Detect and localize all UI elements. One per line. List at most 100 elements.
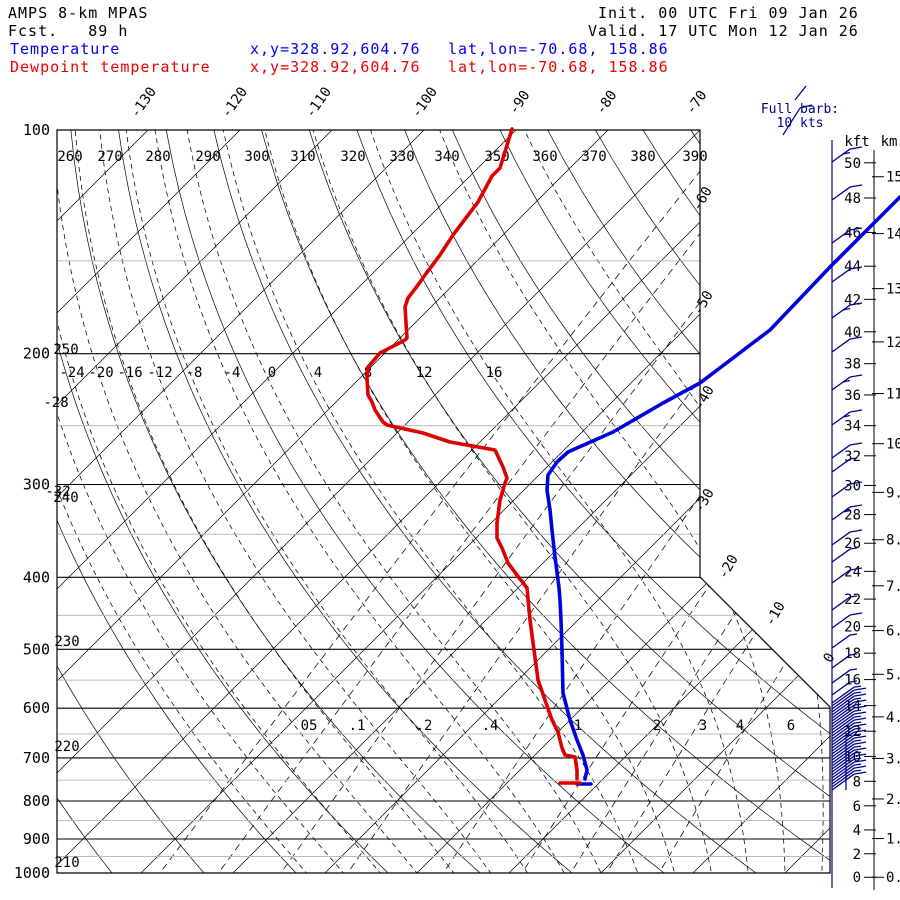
svg-text:44: 44 bbox=[844, 259, 861, 275]
svg-text:250: 250 bbox=[53, 342, 78, 358]
svg-text:300: 300 bbox=[23, 476, 50, 494]
svg-text:-100: -100 bbox=[409, 84, 441, 121]
svg-text:390: 390 bbox=[682, 149, 707, 165]
svg-text:36: 36 bbox=[844, 388, 861, 404]
svg-text:4: 4 bbox=[853, 823, 861, 839]
svg-text:280: 280 bbox=[145, 149, 170, 165]
svg-text:12: 12 bbox=[416, 365, 433, 381]
svg-text:290: 290 bbox=[195, 149, 220, 165]
svg-text:4: 4 bbox=[736, 718, 744, 734]
svg-text:-32: -32 bbox=[45, 484, 70, 500]
model-title: AMPS 8-km MPAS bbox=[8, 4, 149, 22]
moist-adiabat-lines bbox=[57, 130, 824, 873]
svg-text:-120: -120 bbox=[219, 84, 251, 121]
svg-text:270: 270 bbox=[97, 149, 122, 165]
svg-text:-70: -70 bbox=[683, 88, 711, 118]
svg-text:9.: 9. bbox=[886, 485, 900, 501]
svg-text:1: 1 bbox=[574, 718, 582, 734]
mixing-ratio-lines bbox=[147, 130, 830, 873]
svg-text:10.: 10. bbox=[886, 437, 900, 453]
valid-time: Valid. 17 UTC Mon 12 Jan 26 bbox=[588, 22, 859, 40]
svg-text:-20: -20 bbox=[715, 552, 742, 582]
svg-text:-60: -60 bbox=[689, 184, 716, 214]
svg-text:32: 32 bbox=[844, 449, 861, 465]
svg-text:6: 6 bbox=[853, 799, 861, 815]
svg-text:360: 360 bbox=[532, 149, 557, 165]
svg-text:38: 38 bbox=[844, 357, 861, 373]
svg-text:26: 26 bbox=[844, 536, 861, 552]
dewpoint-legend-label: Dewpoint temperature bbox=[10, 58, 211, 76]
svg-text:260: 260 bbox=[57, 149, 82, 165]
init-time: Init. 00 UTC Fri 09 Jan 26 bbox=[598, 4, 859, 22]
barb-legend: Full barb:10 kts bbox=[761, 85, 839, 136]
wind-barbs bbox=[831, 140, 867, 888]
svg-text:kft: kft bbox=[844, 134, 869, 150]
svg-text:210: 210 bbox=[54, 855, 79, 871]
svg-text:320: 320 bbox=[340, 149, 365, 165]
svg-text:400: 400 bbox=[23, 568, 50, 586]
svg-text:15.: 15. bbox=[886, 170, 900, 186]
temperature-legend-xy: x,y=328.92,604.76 bbox=[250, 40, 421, 58]
svg-text:3.: 3. bbox=[886, 751, 900, 767]
svg-text:340: 340 bbox=[434, 149, 459, 165]
svg-text:1000: 1000 bbox=[14, 864, 50, 882]
svg-text:-16: -16 bbox=[117, 365, 142, 381]
svg-text:8.: 8. bbox=[886, 533, 900, 549]
svg-text:20: 20 bbox=[844, 619, 861, 635]
svg-text:-90: -90 bbox=[506, 88, 534, 118]
svg-text:0.: 0. bbox=[886, 870, 900, 886]
svg-text:6: 6 bbox=[787, 718, 795, 734]
svg-text:-24: -24 bbox=[59, 365, 84, 381]
svg-text:300: 300 bbox=[244, 149, 269, 165]
svg-text:310: 310 bbox=[290, 149, 315, 165]
svg-text:km: km bbox=[881, 134, 898, 150]
dewpoint-trace bbox=[365, 127, 582, 785]
svg-text:100: 100 bbox=[23, 121, 50, 139]
svg-text:5.: 5. bbox=[886, 667, 900, 683]
svg-text:50: 50 bbox=[844, 156, 861, 172]
svg-text:240: 240 bbox=[53, 490, 78, 506]
svg-text:600: 600 bbox=[23, 699, 50, 717]
svg-text:7.: 7. bbox=[886, 579, 900, 595]
svg-text:8: 8 bbox=[853, 774, 861, 790]
svg-text:370: 370 bbox=[581, 149, 606, 165]
svg-text:Full barb:: Full barb: bbox=[761, 102, 839, 117]
svg-text:-50: -50 bbox=[690, 288, 717, 318]
svg-text:-12: -12 bbox=[147, 365, 172, 381]
dewpoint-legend-latlon: lat,lon=-70.68, 158.86 bbox=[448, 58, 669, 76]
svg-text:230: 230 bbox=[54, 634, 79, 650]
svg-text:0: 0 bbox=[820, 650, 838, 665]
dewpoint-legend-xy: x,y=328.92,604.76 bbox=[250, 58, 421, 76]
fcst-value: 89 h bbox=[88, 22, 129, 40]
svg-text:-20: -20 bbox=[88, 365, 113, 381]
svg-text:2.: 2. bbox=[886, 792, 900, 808]
svg-text:0: 0 bbox=[268, 365, 276, 381]
svg-text:48: 48 bbox=[844, 191, 861, 207]
dry-adiabat-labels: 260 270 280 290 300 310 320 330 340 350 360 370 380 3… bbox=[53, 149, 707, 871]
svg-text:-8: -8 bbox=[186, 365, 203, 381]
svg-text:34: 34 bbox=[844, 419, 861, 435]
svg-text:42: 42 bbox=[844, 292, 861, 308]
svg-text:6.: 6. bbox=[886, 624, 900, 640]
svg-text:16: 16 bbox=[486, 365, 503, 381]
svg-text:14.: 14. bbox=[886, 227, 900, 243]
svg-text:.4: .4 bbox=[482, 718, 499, 734]
svg-text:05: 05 bbox=[301, 718, 318, 734]
moist-adiabat-labels: -24 -20 -16 -12 -8 -4 0 4 8 12 16 bbox=[59, 365, 502, 381]
svg-text:800: 800 bbox=[23, 792, 50, 810]
svg-text:-30: -30 bbox=[691, 486, 718, 516]
svg-text:.1: .1 bbox=[349, 718, 366, 734]
svg-text:-10: -10 bbox=[762, 599, 789, 629]
svg-text:40: 40 bbox=[844, 325, 861, 341]
plot-area bbox=[57, 130, 830, 873]
mixing-ratio-labels: 05 .1 .2 .4 1 2 3 4 6 bbox=[301, 718, 796, 734]
svg-text:28: 28 bbox=[844, 508, 861, 524]
temperature-legend-latlon: lat,lon=-70.68, 158.86 bbox=[448, 40, 669, 58]
svg-text:-28: -28 bbox=[43, 395, 68, 411]
svg-text:-4: -4 bbox=[224, 365, 241, 381]
svg-text:13.: 13. bbox=[886, 282, 900, 298]
temperature-legend-label: Temperature bbox=[10, 40, 121, 58]
svg-text:2: 2 bbox=[853, 847, 861, 863]
